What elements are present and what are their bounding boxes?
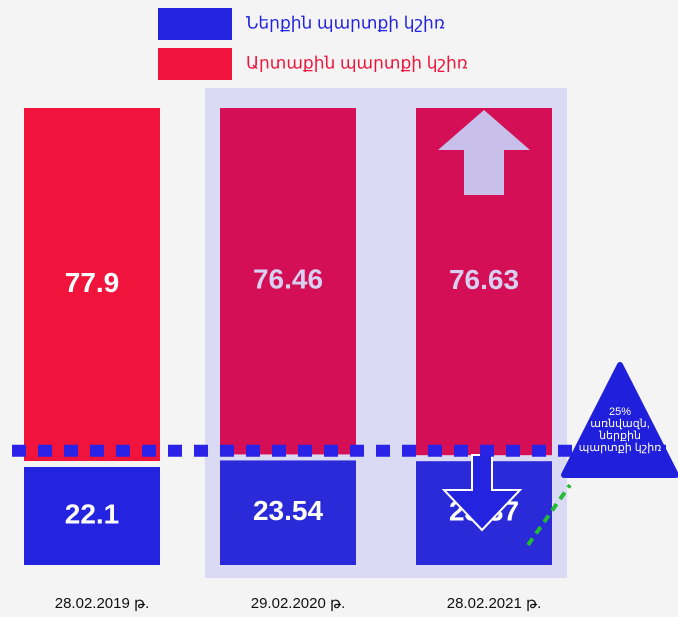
value-label: 23.54 bbox=[253, 495, 323, 526]
legend-swatch bbox=[158, 8, 232, 40]
annotation-triangle bbox=[561, 362, 678, 478]
annotation-text: ներքին bbox=[598, 430, 641, 442]
x-tick-label: 29.02.2020 թ. bbox=[251, 595, 345, 612]
value-label: 76.63 bbox=[449, 264, 519, 295]
value-label: 77.9 bbox=[65, 267, 120, 298]
annotation-text: 25% bbox=[609, 406, 631, 418]
pointer-line bbox=[526, 483, 572, 547]
x-tick-label: 28.02.2019 թ. bbox=[55, 595, 149, 612]
value-label: 76.46 bbox=[253, 264, 323, 295]
annotation-text: առնվազն, bbox=[590, 418, 650, 430]
bar-segment bbox=[24, 467, 160, 565]
legend-label: Արտաքին պարտքի կշիռ bbox=[246, 53, 468, 72]
x-tick-label: 28.02.2021 թ. bbox=[447, 595, 541, 612]
legend-swatch bbox=[158, 48, 232, 80]
legend-label: Ներքին պարտքի կշիռ bbox=[246, 13, 445, 32]
bar-segment bbox=[24, 108, 160, 462]
bar-segment bbox=[220, 460, 356, 565]
bar-segment bbox=[220, 108, 356, 455]
down-arrow bbox=[441, 454, 523, 532]
annotation-text: պարտքի կշիռ bbox=[579, 442, 662, 454]
value-label: 22.1 bbox=[65, 498, 120, 529]
up-arrow bbox=[438, 110, 530, 195]
